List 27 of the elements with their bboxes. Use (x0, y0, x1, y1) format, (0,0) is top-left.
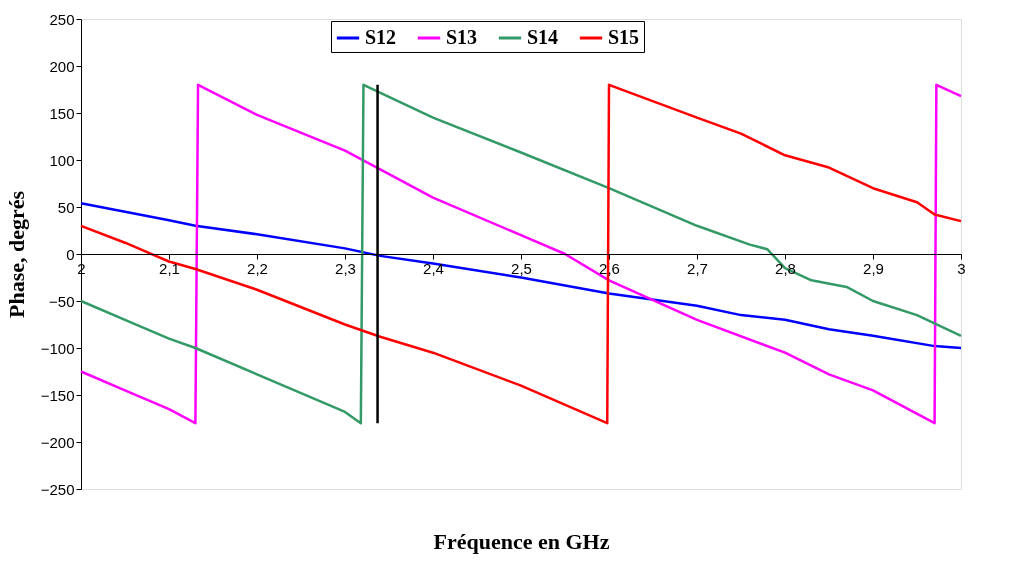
legend-label: S13 (446, 26, 478, 48)
y-tick-label: −250 (40, 480, 75, 498)
x-tick-label: 2,9 (863, 259, 884, 277)
y-tick-label: 0 (66, 245, 75, 263)
x-tick-label: 2,7 (687, 259, 708, 277)
x-tick-label: 3 (957, 259, 966, 277)
line-series (79, 201, 963, 350)
y-tick-label: −50 (49, 292, 75, 310)
x-tick-label: 2,5 (511, 259, 532, 277)
line-series (79, 83, 963, 425)
legend-label: S15 (608, 26, 640, 48)
legend-label: S14 (527, 26, 559, 48)
y-tick-label: −150 (40, 386, 75, 404)
x-axis-title: Fréquence en GHz (433, 528, 610, 554)
y-tick-label: 150 (49, 104, 75, 122)
y-tick-label: 100 (49, 151, 75, 169)
y-tick-label: −200 (40, 433, 75, 451)
y-tick-label: −100 (40, 339, 75, 357)
y-tick-label: 250 (49, 10, 75, 28)
y-tick-label: 50 (57, 198, 75, 216)
x-tick-label: 2,2 (247, 259, 268, 277)
x-tick-label: 2,4 (423, 259, 444, 277)
x-tick-label: 2,1 (159, 259, 180, 277)
y-axis-title: Phase, degrés (3, 190, 29, 319)
y-tick-label: 200 (49, 57, 75, 75)
x-tick-label: 2,3 (335, 259, 356, 277)
legend-label: S12 (365, 26, 397, 48)
